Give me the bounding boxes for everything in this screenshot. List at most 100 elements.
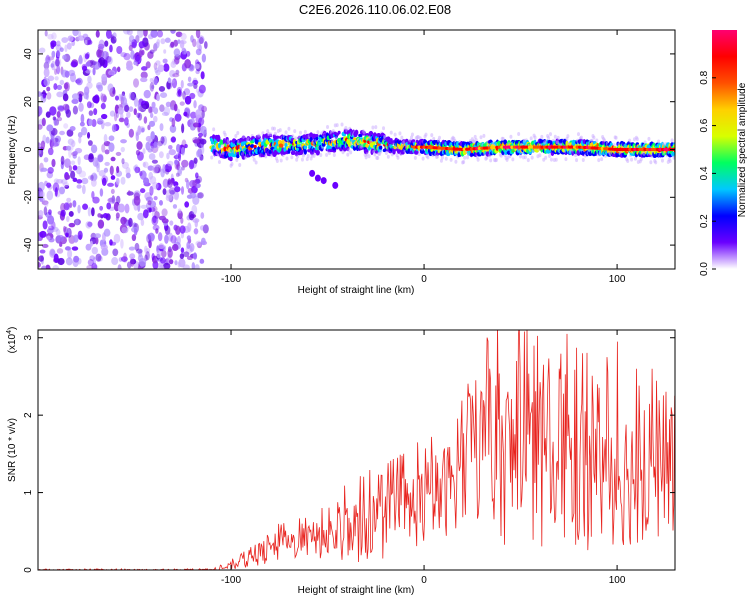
noise-blob	[171, 78, 178, 89]
noise-blob	[101, 175, 109, 184]
ridge-halo	[626, 159, 630, 164]
noise-blob	[169, 69, 176, 78]
noise-blob	[136, 141, 143, 150]
noise-blob	[96, 117, 103, 125]
noise-blob	[72, 200, 77, 208]
ridge-point	[358, 133, 363, 138]
ridge-halo	[538, 153, 542, 158]
noise-blob	[88, 110, 94, 116]
ridge-halo	[398, 131, 402, 136]
spectrogram-y-ticks: -40 -20 0 20 40	[23, 48, 675, 252]
noise-blob	[192, 79, 199, 85]
noise-blob	[160, 168, 165, 178]
noise-blob	[82, 203, 89, 210]
ridge-halo	[590, 138, 594, 143]
noise-blob	[85, 69, 92, 74]
noise-blob	[69, 202, 73, 208]
noise-blob	[164, 234, 169, 244]
noise-blob	[134, 166, 141, 174]
ridge-halo	[275, 158, 279, 163]
noise-blob	[195, 48, 202, 56]
ridge-halo	[668, 158, 672, 163]
noise-blob	[192, 218, 200, 223]
ridge-halo	[252, 157, 256, 162]
noise-blob	[128, 246, 136, 251]
ridge-halo	[649, 160, 653, 165]
noise-blob	[54, 57, 62, 68]
noise-blob	[47, 147, 54, 156]
noise-blob	[147, 200, 152, 206]
noise-blob	[55, 229, 61, 236]
noise-blob	[54, 76, 59, 81]
noise-blob	[150, 30, 158, 38]
ridge-halo	[285, 156, 289, 161]
noise-blob	[97, 219, 105, 229]
noise-blob	[149, 49, 155, 54]
noise-blob	[146, 233, 152, 244]
noise-blob	[59, 130, 65, 136]
ridge-halo	[396, 155, 400, 160]
noise-blob	[99, 205, 104, 211]
ridge-point	[435, 151, 440, 156]
noise-blob	[38, 255, 44, 262]
noise-blob	[123, 252, 127, 261]
noise-blob	[104, 149, 110, 155]
ridge-halo	[293, 129, 297, 134]
noise-blob	[133, 52, 141, 63]
noise-blob	[101, 73, 108, 82]
ridge-halo	[579, 135, 583, 140]
ridge-halo	[635, 137, 639, 142]
noise-blob	[64, 184, 70, 189]
ridge-point	[354, 129, 359, 136]
ridge-halo	[564, 157, 568, 162]
noise-blob	[100, 93, 107, 103]
noise-blob	[38, 91, 42, 97]
noise-blob	[164, 37, 171, 43]
noise-blob	[154, 164, 162, 174]
noise-blob	[178, 258, 186, 268]
noise-blob	[181, 166, 185, 171]
ridge-halo	[402, 140, 406, 145]
noise-blob	[173, 103, 178, 112]
noise-blob	[152, 182, 159, 190]
ridge-halo	[254, 160, 258, 165]
snr-y-tick-label: 0	[23, 567, 34, 573]
ridge-halo	[547, 135, 551, 140]
noise-blob	[183, 251, 190, 258]
noise-blob	[176, 108, 181, 115]
noise-blob	[38, 124, 43, 130]
noise-blob	[46, 86, 51, 92]
noise-blob	[48, 209, 52, 215]
noise-blob	[38, 181, 45, 192]
noise-blob	[143, 89, 151, 99]
noise-blob	[177, 89, 182, 97]
ridge-halo	[449, 157, 453, 162]
noise-blob	[187, 82, 194, 87]
noise-blob	[85, 243, 92, 251]
ridge-halo	[303, 129, 307, 134]
noise-blob	[137, 151, 144, 161]
ridge-halo	[530, 155, 534, 160]
noise-blob	[56, 91, 64, 98]
ridge-halo	[305, 157, 309, 162]
noise-blob	[64, 174, 71, 180]
ridge-point	[228, 151, 233, 158]
noise-blob	[85, 61, 91, 67]
noise-blob	[174, 159, 179, 165]
noise-blob	[53, 83, 58, 91]
noise-blob	[156, 30, 164, 38]
noise-blob	[51, 50, 56, 58]
noise-blob	[159, 104, 165, 112]
noise-blob	[195, 175, 203, 184]
noise-blob	[77, 230, 83, 240]
noise-blob	[126, 30, 133, 36]
noise-blob	[155, 228, 159, 234]
ridge-point	[265, 135, 270, 139]
ridge-halo	[278, 128, 282, 133]
noise-blob	[75, 165, 82, 175]
noise-blob	[192, 122, 199, 128]
noise-blob	[144, 245, 148, 254]
noise-blob	[151, 164, 159, 174]
colorbar-label: Normalized spectral amplitude	[737, 82, 748, 217]
noise-blob	[89, 255, 96, 262]
